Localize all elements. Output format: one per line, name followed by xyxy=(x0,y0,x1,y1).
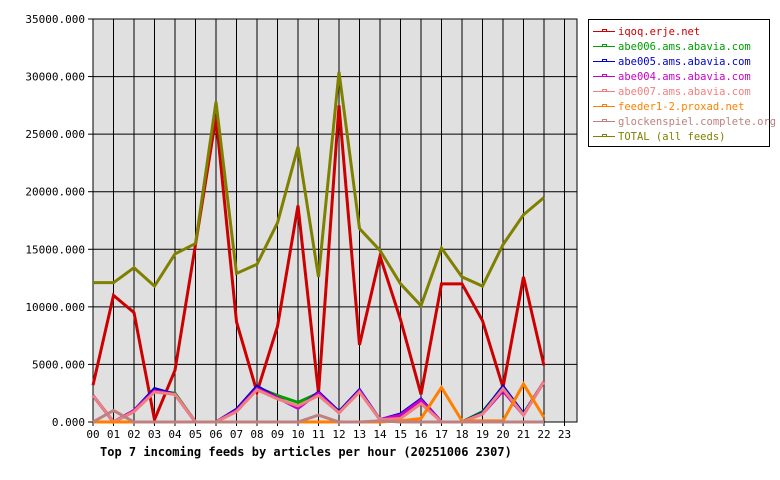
svg-text:25000.000: 25000.000 xyxy=(25,128,85,141)
legend-label: feeder1-2.proxad.net xyxy=(618,100,745,113)
legend-label: glockenspiel.complete.org xyxy=(618,115,777,128)
series-lines xyxy=(91,71,546,425)
legend-label: abe004.ams.abavia.com xyxy=(618,70,751,83)
legend-item: glockenspiel.complete.org xyxy=(593,114,776,129)
svg-text:16: 16 xyxy=(414,428,427,441)
svg-text:15: 15 xyxy=(394,428,407,441)
svg-text:20000.000: 20000.000 xyxy=(25,186,85,199)
svg-text:10000.000: 10000.000 xyxy=(25,301,85,314)
legend-swatch-icon xyxy=(593,132,615,141)
legend-item: TOTAL (all feeds) xyxy=(593,129,769,144)
legend-label: abe006.ams.abavia.com xyxy=(618,40,751,53)
legend-label: TOTAL (all feeds) xyxy=(618,130,726,143)
legend-item: iqoq.erje.net xyxy=(593,24,769,39)
svg-text:03: 03 xyxy=(148,428,161,441)
legend-label: abe007.ams.abavia.com xyxy=(618,85,751,98)
svg-text:05: 05 xyxy=(189,428,202,441)
svg-text:04: 04 xyxy=(168,428,182,441)
legend: iqoq.erje.net abe006.ams.abavia.com abe0… xyxy=(588,19,776,147)
y-axis-ticks: 0.000 5000.000 10000.000 15000.000 20000.000… xyxy=(25,13,93,429)
svg-text:5000.000: 5000.000 xyxy=(32,358,85,371)
svg-text:14: 14 xyxy=(373,428,387,441)
legend-label: abe005.ams.abavia.com xyxy=(618,55,751,68)
legend-swatch-icon xyxy=(593,57,615,66)
svg-text:22: 22 xyxy=(537,428,550,441)
legend-swatch-icon xyxy=(593,42,615,51)
svg-text:13: 13 xyxy=(353,428,366,441)
legend-item: abe005.ams.abavia.com xyxy=(593,54,769,69)
legend-item: feeder1-2.proxad.net xyxy=(593,99,769,114)
plot-area xyxy=(93,19,577,422)
svg-text:18: 18 xyxy=(455,428,468,441)
svg-text:30000.000: 30000.000 xyxy=(25,71,85,84)
x-axis-ticks: 00 01 02 03 04 05 06 07 08 09 10 11 12 13 14 15 16 17 18 19… xyxy=(86,422,571,441)
svg-text:15000.000: 15000.000 xyxy=(25,243,85,256)
svg-text:17: 17 xyxy=(435,428,448,441)
legend-swatch-icon xyxy=(593,72,615,81)
svg-text:20: 20 xyxy=(496,428,509,441)
svg-text:08: 08 xyxy=(250,428,263,441)
svg-text:21: 21 xyxy=(517,428,530,441)
legend-item: abe006.ams.abavia.com xyxy=(593,39,769,54)
svg-text:12: 12 xyxy=(332,428,345,441)
svg-text:10: 10 xyxy=(291,428,304,441)
svg-text:0.000: 0.000 xyxy=(52,416,85,429)
svg-text:01: 01 xyxy=(107,428,120,441)
chart-title: Top 7 incoming feeds by articles per hou… xyxy=(100,445,512,459)
legend-swatch-icon xyxy=(593,27,615,36)
svg-text:23: 23 xyxy=(558,428,571,441)
svg-text:06: 06 xyxy=(209,428,222,441)
svg-text:11: 11 xyxy=(312,428,325,441)
legend-swatch-icon xyxy=(593,117,615,126)
svg-text:07: 07 xyxy=(230,428,243,441)
legend-swatch-icon xyxy=(593,102,615,111)
svg-text:02: 02 xyxy=(127,428,140,441)
svg-text:00: 00 xyxy=(86,428,99,441)
legend-label: iqoq.erje.net xyxy=(618,25,701,38)
legend-swatch-icon xyxy=(593,87,615,96)
svg-text:09: 09 xyxy=(271,428,284,441)
svg-text:19: 19 xyxy=(476,428,489,441)
legend-item: abe007.ams.abavia.com xyxy=(593,84,769,99)
svg-text:35000.000: 35000.000 xyxy=(25,13,85,26)
legend-item: abe004.ams.abavia.com xyxy=(593,69,769,84)
